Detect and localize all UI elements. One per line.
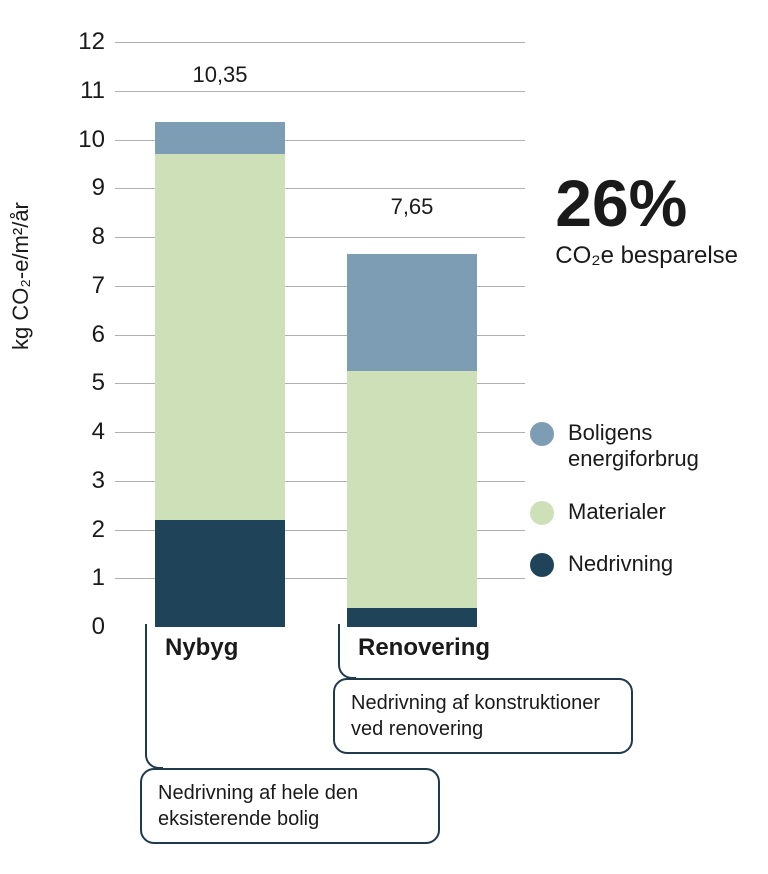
legend-label: Boligens energiforbrug bbox=[568, 420, 740, 473]
callout-nybyg-text: Nedrivning af hele den eksisterende boli… bbox=[158, 782, 358, 830]
y-tick: 12 bbox=[57, 28, 105, 56]
y-tick: 11 bbox=[57, 77, 105, 105]
segment-nedrivning bbox=[347, 608, 477, 628]
legend-label: Nedrivning bbox=[568, 551, 673, 577]
plot-area: 012345678910111210,357,65 bbox=[115, 42, 525, 627]
callout-connector-nybyg bbox=[145, 624, 163, 769]
category-label-nybyg: Nybyg bbox=[165, 634, 238, 662]
y-axis-label: kg CO₂-e/m²/år bbox=[8, 202, 34, 350]
segment-energiforbrug bbox=[347, 254, 477, 371]
legend: Boligens energiforbrug Materialer Nedrivni… bbox=[530, 420, 740, 604]
callout-renovering: Nedrivning af konstruktioner ved renover… bbox=[333, 678, 633, 754]
callout-renovering-text: Nedrivning af konstruktioner ved renover… bbox=[351, 692, 600, 740]
y-tick: 9 bbox=[57, 174, 105, 202]
callout-nybyg: Nedrivning af hele den eksisterende boli… bbox=[140, 768, 440, 844]
savings-percent: 26% bbox=[555, 170, 738, 236]
y-tick: 4 bbox=[57, 418, 105, 446]
bar-total-label: 7,65 bbox=[347, 194, 477, 224]
y-tick: 7 bbox=[57, 272, 105, 300]
y-tick: 10 bbox=[57, 126, 105, 154]
y-tick: 6 bbox=[57, 321, 105, 349]
y-tick: 2 bbox=[57, 516, 105, 544]
bar-nybyg bbox=[155, 122, 285, 627]
segment-materialer bbox=[155, 154, 285, 520]
legend-item-nedrivning: Nedrivning bbox=[530, 551, 740, 577]
bar-renovering bbox=[347, 254, 477, 627]
legend-item-energiforbrug: Boligens energiforbrug bbox=[530, 420, 740, 473]
category-label-renovering: Renovering bbox=[358, 634, 490, 662]
segment-nedrivning bbox=[155, 520, 285, 627]
y-tick: 3 bbox=[57, 467, 105, 495]
y-tick: 5 bbox=[57, 369, 105, 397]
y-tick: 0 bbox=[57, 613, 105, 641]
legend-label: Materialer bbox=[568, 499, 666, 525]
bar-total-label: 10,35 bbox=[155, 62, 285, 92]
legend-swatch bbox=[530, 422, 554, 446]
co2-chart: kg CO₂-e/m²/år 012345678910111210,357,65… bbox=[0, 20, 768, 874]
legend-swatch bbox=[530, 501, 554, 525]
legend-item-materialer: Materialer bbox=[530, 499, 740, 525]
callout-connector-renovering bbox=[338, 624, 356, 679]
y-tick: 8 bbox=[57, 223, 105, 251]
legend-swatch bbox=[530, 553, 554, 577]
savings-highlight: 26% CO₂e besparelse bbox=[555, 170, 738, 270]
segment-energiforbrug bbox=[155, 122, 285, 154]
y-tick: 1 bbox=[57, 564, 105, 592]
segment-materialer bbox=[347, 371, 477, 607]
savings-caption: CO₂e besparelse bbox=[555, 242, 738, 270]
